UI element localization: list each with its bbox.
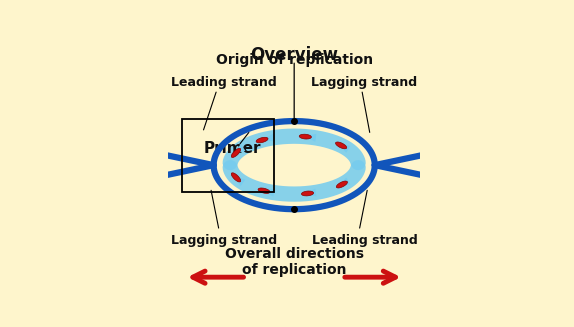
Text: Leading strand: Leading strand xyxy=(171,76,277,89)
Text: Overall directions
of replication: Overall directions of replication xyxy=(224,247,364,277)
Bar xyxy=(182,119,274,192)
Polygon shape xyxy=(304,188,316,197)
Polygon shape xyxy=(262,189,275,197)
Ellipse shape xyxy=(336,142,347,149)
Polygon shape xyxy=(304,134,316,142)
Ellipse shape xyxy=(231,173,241,182)
Polygon shape xyxy=(262,134,275,142)
Text: Lagging strand: Lagging strand xyxy=(171,234,277,247)
Polygon shape xyxy=(233,144,245,154)
Ellipse shape xyxy=(301,191,313,196)
Ellipse shape xyxy=(258,188,270,193)
Ellipse shape xyxy=(336,181,347,188)
Ellipse shape xyxy=(231,148,241,158)
Text: Lagging strand: Lagging strand xyxy=(312,76,417,89)
Ellipse shape xyxy=(299,134,312,139)
Polygon shape xyxy=(338,178,350,187)
Polygon shape xyxy=(233,176,245,186)
Text: Origin of replication: Origin of replication xyxy=(216,53,373,67)
Polygon shape xyxy=(338,143,350,153)
Text: Leading strand: Leading strand xyxy=(312,234,417,247)
Ellipse shape xyxy=(256,137,268,143)
Text: Overview: Overview xyxy=(250,45,338,63)
Text: Primer: Primer xyxy=(204,141,261,156)
